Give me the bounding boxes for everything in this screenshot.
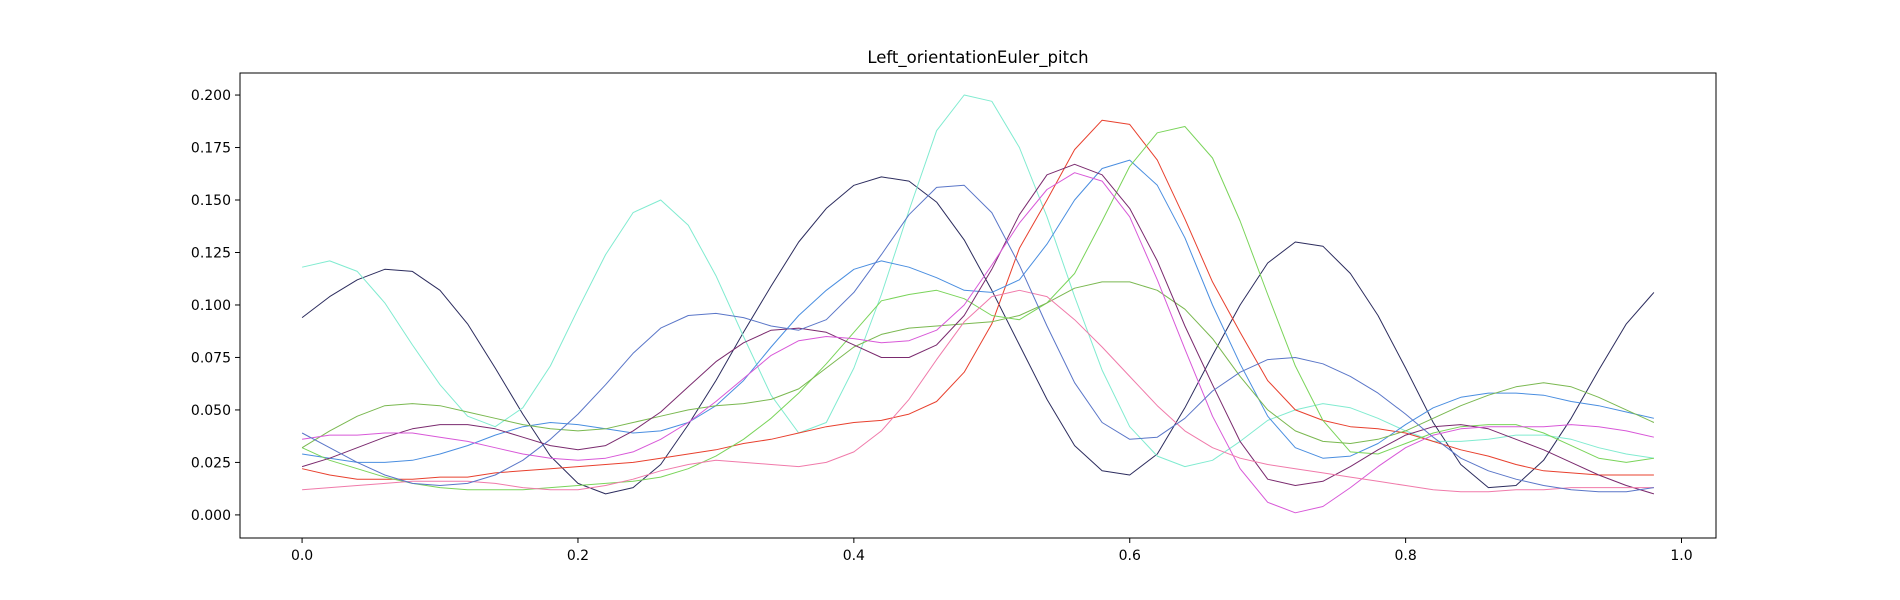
series-line-7	[301, 163, 1655, 495]
series-line-3	[301, 119, 1654, 480]
x-tick-label: 0.4	[843, 548, 865, 564]
series-line-4	[302, 159, 1655, 463]
y-tick-label: 0.150	[191, 193, 231, 209]
x-tick-label: 0.8	[1394, 548, 1416, 564]
series-layer	[301, 94, 1655, 514]
y-tick-label: 0.200	[191, 88, 231, 104]
y-tick-label: 0.075	[191, 350, 231, 366]
series-line-6	[301, 281, 1655, 449]
x-tick-label: 0.0	[291, 548, 313, 564]
x-axis: 0.0 0.2 0.4 0.6 0.8 1.0	[291, 538, 1693, 564]
y-tick-label: 0.175	[191, 141, 231, 157]
series-line-1	[301, 176, 1655, 495]
x-tick-label: 0.6	[1119, 548, 1141, 564]
series-line-5	[301, 126, 1654, 491]
y-tick-label: 0.050	[191, 403, 231, 419]
plot-frame	[239, 72, 1717, 539]
y-tick-label: 0.000	[191, 508, 231, 524]
y-tick-label: 0.025	[191, 455, 231, 471]
y-axis: 0.000 0.025 0.050 0.075 0.100 0.125 0.150 0.175…	[191, 88, 240, 524]
y-tick-label: 0.125	[191, 245, 231, 261]
x-tick-label: 1.0	[1670, 548, 1692, 564]
series-line-10	[301, 184, 1654, 493]
x-tick-label: 0.2	[567, 548, 589, 564]
series-line-8	[302, 172, 1655, 514]
series-line-9	[302, 289, 1654, 493]
chart-title: Left_orientationEuler_pitch	[867, 48, 1088, 68]
y-tick-label: 0.100	[191, 298, 231, 314]
